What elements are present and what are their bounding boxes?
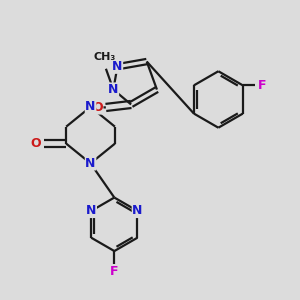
Text: N: N [85,157,96,170]
Text: O: O [30,137,41,150]
Text: CH₃: CH₃ [93,52,116,62]
Text: O: O [92,101,103,114]
Text: N: N [108,83,118,96]
Text: N: N [112,60,123,73]
Text: F: F [258,79,266,92]
Text: N: N [86,204,96,218]
Text: N: N [132,204,143,218]
Text: F: F [110,266,118,278]
Text: N: N [85,100,96,113]
